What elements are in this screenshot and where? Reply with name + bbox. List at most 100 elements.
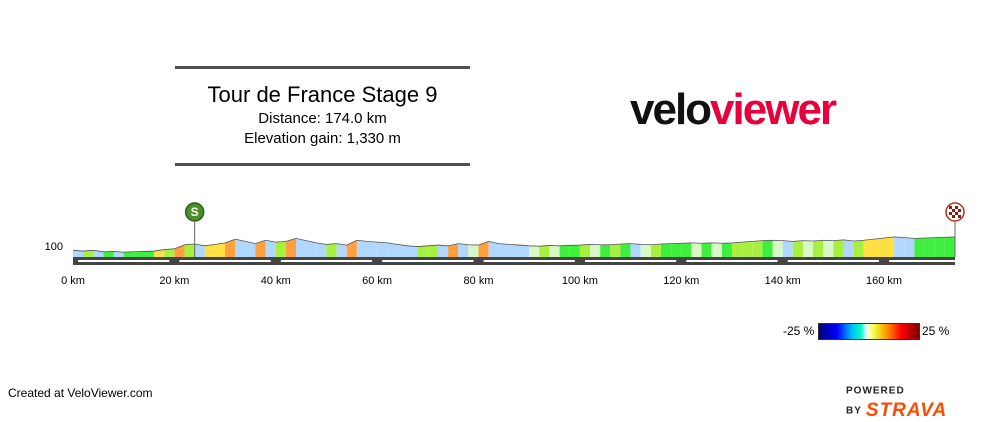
profile-segment <box>813 240 824 257</box>
profile-segment <box>823 240 834 257</box>
profile-segment <box>407 245 418 257</box>
profile-segment <box>123 251 134 257</box>
legend-min-label: -25 % <box>783 324 815 338</box>
profile-segment <box>164 248 175 257</box>
profile-segment <box>742 241 753 257</box>
profile-segment <box>214 242 226 257</box>
profile-segment <box>245 241 256 257</box>
profile-segment <box>590 244 601 257</box>
profile-segment <box>174 244 185 257</box>
profile-segment <box>417 245 428 257</box>
profile-segment <box>73 250 84 257</box>
created-at-credit: Created at VeloViewer.com <box>8 386 153 400</box>
profile-segment <box>326 243 337 257</box>
profile-segment <box>559 245 570 257</box>
x-tick-label: 80 km <box>464 275 494 287</box>
profile-segment <box>448 243 459 257</box>
profile-segment <box>93 250 104 257</box>
finish-flag-square <box>949 212 952 215</box>
profile-segment <box>884 236 895 257</box>
finish-flag-square <box>955 212 958 215</box>
profile-segment <box>721 242 732 257</box>
profile-segment <box>367 241 378 257</box>
profile-segment <box>904 237 915 257</box>
x-tick-label: 140 km <box>765 275 801 287</box>
profile-segment <box>356 240 367 257</box>
finish-flag-icon <box>945 202 965 222</box>
profile-segment <box>873 238 885 257</box>
profile-segment <box>235 239 246 257</box>
title-top-rule <box>175 66 470 69</box>
strava-logo: STRAVA <box>865 400 948 421</box>
stage-title: Tour de France Stage 9 <box>207 82 438 107</box>
title-bottom-rule <box>175 163 470 166</box>
profile-segment <box>83 250 94 257</box>
profile-segment <box>346 240 357 257</box>
profile-segment <box>194 243 205 257</box>
profile-segment <box>934 237 945 257</box>
finish-flag-square <box>958 209 961 212</box>
x-tick-label: 40 km <box>261 275 291 287</box>
x-tick-label: 160 km <box>866 275 902 287</box>
profile-segment <box>782 240 793 257</box>
y-tick-labels: 100 <box>45 241 63 253</box>
profile-segment <box>519 245 530 257</box>
profile-segment <box>478 241 489 257</box>
profile-segment <box>701 242 712 257</box>
profile-segment <box>265 240 276 257</box>
profile-segment <box>488 241 499 257</box>
stage-distance: Distance: 174.0 km <box>258 110 387 127</box>
profile-segment <box>184 243 195 257</box>
profile-segment <box>843 239 854 257</box>
profile-segment <box>427 245 438 257</box>
x-tick-label: 20 km <box>159 275 189 287</box>
profile-segment <box>255 240 266 257</box>
powered-by-strava: POWERED BY STRAVA <box>846 382 1000 422</box>
profile-segment <box>944 236 955 257</box>
profile-segment <box>691 242 702 257</box>
profile-segment <box>154 249 165 257</box>
profile-segment <box>579 244 591 257</box>
finish-flag-square <box>955 206 958 209</box>
profile-segment <box>437 245 449 257</box>
logo-velo: velo <box>630 85 712 134</box>
profile-segment <box>894 236 905 257</box>
start-marker-icon: S <box>184 202 205 222</box>
gradient-color-bar <box>818 323 920 340</box>
profile-segment <box>498 243 509 257</box>
profile-segment <box>549 245 560 257</box>
profile-segment <box>600 244 611 257</box>
x-tick-label: 0 km <box>61 275 85 287</box>
profile-segment <box>661 243 672 257</box>
profile-fills <box>73 236 955 257</box>
profile-segment <box>103 251 114 257</box>
x-tick-labels: 0 km 20 km 40 km 60 km 80 km 100 km 120 km 140 … <box>61 275 902 287</box>
y-tick-label: 100 <box>45 241 63 253</box>
profile-segment <box>539 245 550 257</box>
profile-segment <box>468 244 479 257</box>
profile-segment <box>204 244 215 257</box>
profile-segment <box>802 240 814 257</box>
profile-segment <box>924 237 935 257</box>
profile-segment <box>508 244 520 257</box>
profile-segment <box>569 245 580 257</box>
profile-segment <box>762 240 773 257</box>
start-marker-label: S <box>191 205 199 219</box>
finish-flag-square <box>952 215 955 218</box>
stage-elevation-gain: Elevation gain: 1,330 m <box>244 130 401 147</box>
profile-segment <box>397 244 408 257</box>
profile-segment <box>620 243 631 257</box>
profile-segment <box>143 251 155 257</box>
profile-segment <box>306 240 317 257</box>
profile-segment <box>752 240 763 257</box>
profile-segment <box>914 238 925 257</box>
profile-segment <box>113 251 124 257</box>
x-tick-label: 120 km <box>663 275 699 287</box>
profile-segment <box>133 251 144 257</box>
profile-segment <box>650 243 661 257</box>
elevation-profile-chart: S 0 km 20 km 40 km 60 km 80 km 100 km 120 km 14… <box>45 202 981 287</box>
profile-segment <box>731 242 743 257</box>
x-tick-label: 100 km <box>562 275 598 287</box>
profile-segment <box>458 243 469 257</box>
profile-segment <box>377 242 388 257</box>
